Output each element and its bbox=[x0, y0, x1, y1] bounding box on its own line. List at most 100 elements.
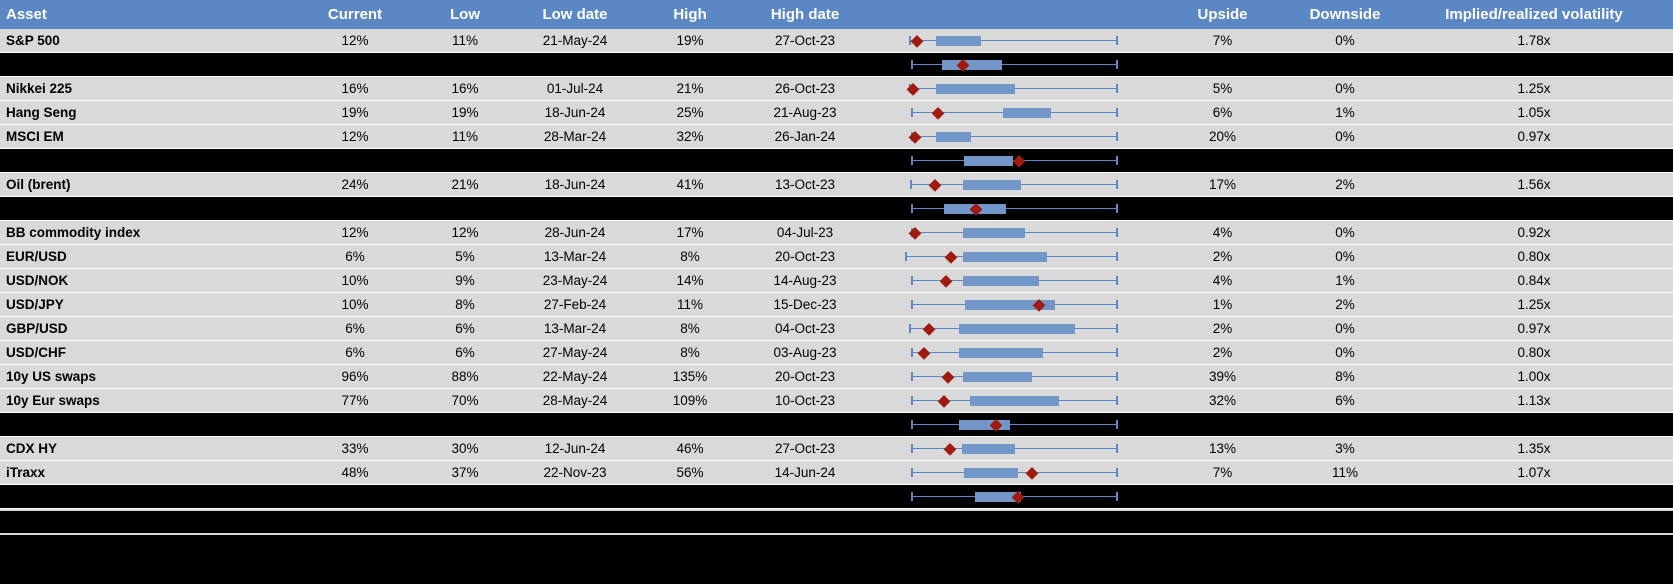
cell-low_date: 12-Jun-24 bbox=[544, 441, 606, 456]
cell-high_date: 13-Oct-23 bbox=[774, 177, 836, 192]
cell-asset: 10y US swaps bbox=[6, 369, 97, 384]
cell-vol: 1.35x bbox=[1517, 441, 1551, 456]
range-boxplot bbox=[870, 293, 1150, 316]
summary-row bbox=[0, 149, 1673, 173]
cell-high: 46% bbox=[676, 441, 704, 456]
iqr-box bbox=[964, 155, 1013, 166]
range-boxplot bbox=[870, 197, 1150, 220]
cell-current bbox=[290, 485, 420, 508]
iqr-box bbox=[963, 179, 1022, 190]
cell-high_date: 14-Jun-24 bbox=[774, 465, 836, 480]
cell-low: 16% bbox=[451, 81, 479, 96]
cell-high_date: 20-Oct-23 bbox=[774, 249, 836, 264]
cell-high: 25% bbox=[676, 105, 704, 120]
whisker-cap-right bbox=[1116, 300, 1118, 309]
cell-upside bbox=[1150, 149, 1295, 172]
cell-downside bbox=[1295, 149, 1395, 172]
whisker-cap-right bbox=[1116, 228, 1118, 237]
iqr-box bbox=[941, 59, 1002, 70]
iqr-box bbox=[936, 83, 1015, 94]
cell-high: 8% bbox=[680, 321, 700, 336]
iqr-box bbox=[964, 467, 1018, 478]
cell-high: 11% bbox=[676, 297, 704, 312]
whisker-cap-right bbox=[1116, 324, 1118, 333]
whisker-cap-left bbox=[911, 468, 913, 477]
cell-vol: 0.92x bbox=[1517, 225, 1551, 240]
table-row: USD/CHF 6% 6% 27-May-24 8% 03-Aug-23 2% 0% 0.80x bbox=[0, 341, 1673, 365]
range-boxplot bbox=[870, 437, 1150, 460]
whisker-cap-left bbox=[911, 156, 913, 165]
whisker-cap-left bbox=[905, 252, 907, 261]
cell-downside: 11% bbox=[1331, 465, 1359, 480]
cell-vol: 1.00x bbox=[1517, 369, 1551, 384]
cell-vol bbox=[1395, 413, 1673, 436]
cell-current: 10% bbox=[341, 273, 369, 288]
summary-row bbox=[0, 485, 1673, 509]
cell-low_date: 28-May-24 bbox=[542, 393, 608, 408]
cell-downside bbox=[1295, 53, 1395, 76]
cell-low: 11% bbox=[451, 33, 479, 48]
cell-vol bbox=[1395, 485, 1673, 508]
column-header-boxplot bbox=[870, 0, 1150, 29]
table-row: Hang Seng 19% 19% 18-Jun-24 25% 21-Aug-23 6% 1%… bbox=[0, 101, 1673, 125]
cell-high bbox=[640, 485, 740, 508]
cell-upside bbox=[1150, 197, 1295, 220]
cell-asset: USD/NOK bbox=[6, 273, 69, 288]
whisker-cap-right bbox=[1116, 420, 1118, 429]
cell-high: 8% bbox=[680, 249, 700, 264]
cell-current bbox=[290, 413, 420, 436]
cell-low: 88% bbox=[451, 369, 479, 384]
table-row: BB commodity index 12% 12% 28-Jun-24 17% 04-J… bbox=[0, 221, 1673, 245]
cell-high: 19% bbox=[676, 33, 704, 48]
cell-asset bbox=[0, 413, 290, 436]
cell-current: 24% bbox=[341, 177, 369, 192]
cell-downside: 8% bbox=[1335, 369, 1355, 384]
whisker-cap-right bbox=[1116, 108, 1118, 117]
iqr-box bbox=[961, 443, 1015, 454]
cell-low: 6% bbox=[455, 345, 475, 360]
cell-current: 96% bbox=[341, 369, 369, 384]
cell-high_date: 20-Oct-23 bbox=[774, 369, 836, 384]
cell-upside bbox=[1150, 53, 1295, 76]
cell-low_date bbox=[510, 53, 640, 76]
cell-high: 21% bbox=[676, 81, 704, 96]
cell-low_date: 27-Feb-24 bbox=[543, 297, 607, 312]
cell-upside: 4% bbox=[1212, 273, 1233, 288]
whisker-cap-left bbox=[911, 492, 913, 501]
cell-asset: USD/CHF bbox=[6, 345, 66, 360]
diamond-marker-icon bbox=[939, 274, 952, 287]
table-row: GBP/USD 6% 6% 13-Mar-24 8% 04-Oct-23 2% 0% 0.97x bbox=[0, 317, 1673, 341]
column-header-upside: Upside bbox=[1197, 6, 1248, 23]
cell-low_date: 23-May-24 bbox=[542, 273, 608, 288]
cell-low bbox=[420, 413, 510, 436]
cell-current: 19% bbox=[341, 105, 369, 120]
range-boxplot bbox=[870, 125, 1150, 148]
cell-low_date: 13-Mar-24 bbox=[543, 249, 607, 264]
cell-upside: 20% bbox=[1208, 129, 1237, 144]
column-header-high: High bbox=[673, 6, 707, 23]
table-body: S&P 500 12% 11% 21-May-24 19% 27-Oct-23 7% 0% 1.… bbox=[0, 29, 1673, 509]
whisker-line bbox=[911, 135, 1118, 138]
cell-low_date bbox=[510, 485, 640, 508]
diamond-marker-icon bbox=[1025, 466, 1038, 479]
cell-downside: 0% bbox=[1335, 345, 1355, 360]
cell-vol: 1.25x bbox=[1517, 297, 1551, 312]
cell-current: 48% bbox=[341, 465, 369, 480]
cell-vol: 1.56x bbox=[1517, 177, 1551, 192]
range-boxplot bbox=[870, 245, 1150, 268]
cell-asset: iTraxx bbox=[6, 465, 46, 480]
cell-high_date: 15-Dec-23 bbox=[773, 297, 837, 312]
footer-divider-bottom bbox=[0, 533, 1673, 535]
cell-downside: 0% bbox=[1335, 81, 1355, 96]
cell-high_date bbox=[740, 149, 870, 172]
whisker-cap-left bbox=[910, 180, 912, 189]
cell-vol: 1.13x bbox=[1517, 393, 1551, 408]
whisker-cap-left bbox=[911, 276, 913, 285]
iqr-box bbox=[958, 347, 1043, 358]
cell-downside: 0% bbox=[1335, 249, 1355, 264]
range-boxplot bbox=[870, 413, 1150, 436]
diamond-marker-icon bbox=[941, 370, 955, 383]
summary-row bbox=[0, 413, 1673, 437]
cell-high: 56% bbox=[676, 465, 704, 480]
whisker-cap-right bbox=[1116, 36, 1118, 45]
